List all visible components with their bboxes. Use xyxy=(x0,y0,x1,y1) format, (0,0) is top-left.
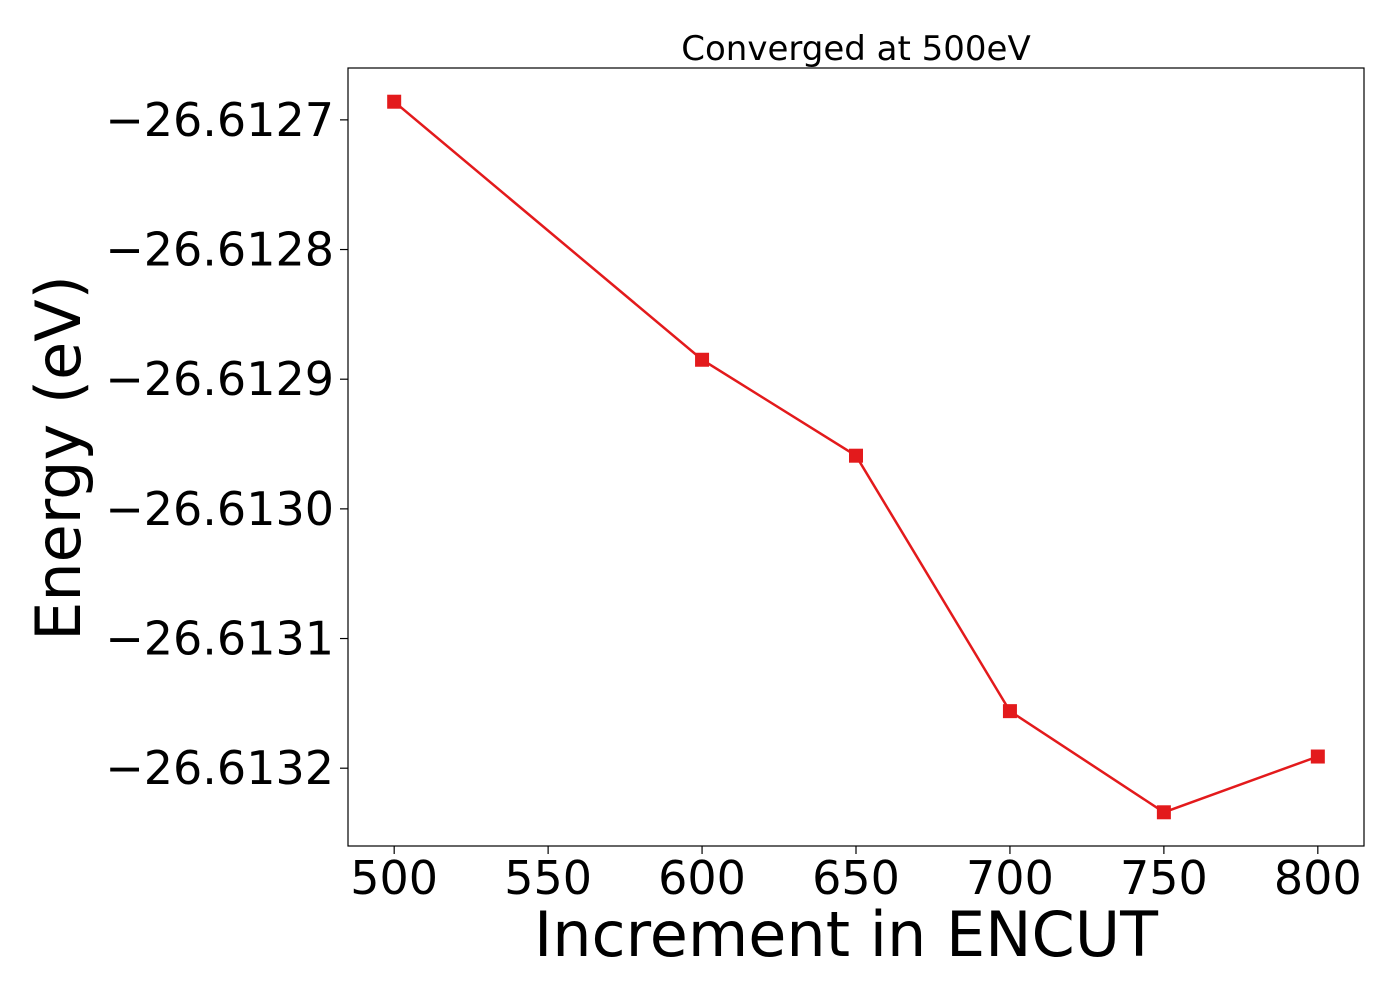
y-tick-label: −26.6129 xyxy=(105,352,334,406)
y-tick-label: −26.6132 xyxy=(105,741,334,795)
y-tick-label: −26.6128 xyxy=(105,223,334,277)
y-tick-label: −26.6130 xyxy=(105,482,334,536)
data-point xyxy=(387,94,402,109)
x-tick-label: 600 xyxy=(658,851,746,905)
series-line xyxy=(393,100,1319,814)
x-tick-label: 750 xyxy=(1120,851,1208,905)
x-tick-label: 500 xyxy=(350,851,438,905)
x-tick-label: 650 xyxy=(812,851,900,905)
data-point xyxy=(1310,749,1325,764)
data-point xyxy=(1002,704,1017,719)
data-point xyxy=(695,352,710,367)
y-tick-label: −26.6127 xyxy=(105,93,334,147)
x-tick-label: 800 xyxy=(1274,851,1362,905)
data-point xyxy=(1156,805,1171,820)
data-point xyxy=(849,448,863,463)
x-axis-label: Increment in ENCUT xyxy=(534,898,1159,971)
y-tick-label: −26.6131 xyxy=(105,612,334,666)
x-tick-label: 700 xyxy=(966,851,1054,905)
plot-area: 500 550 600 650 700 750 800 −26.6127 −26.6128 −26… xyxy=(105,67,1365,905)
y-axis-label: Energy (eV) xyxy=(22,275,95,641)
chart-title: Converged at 500eV xyxy=(681,29,1030,69)
x-tick-label: 550 xyxy=(504,851,592,905)
